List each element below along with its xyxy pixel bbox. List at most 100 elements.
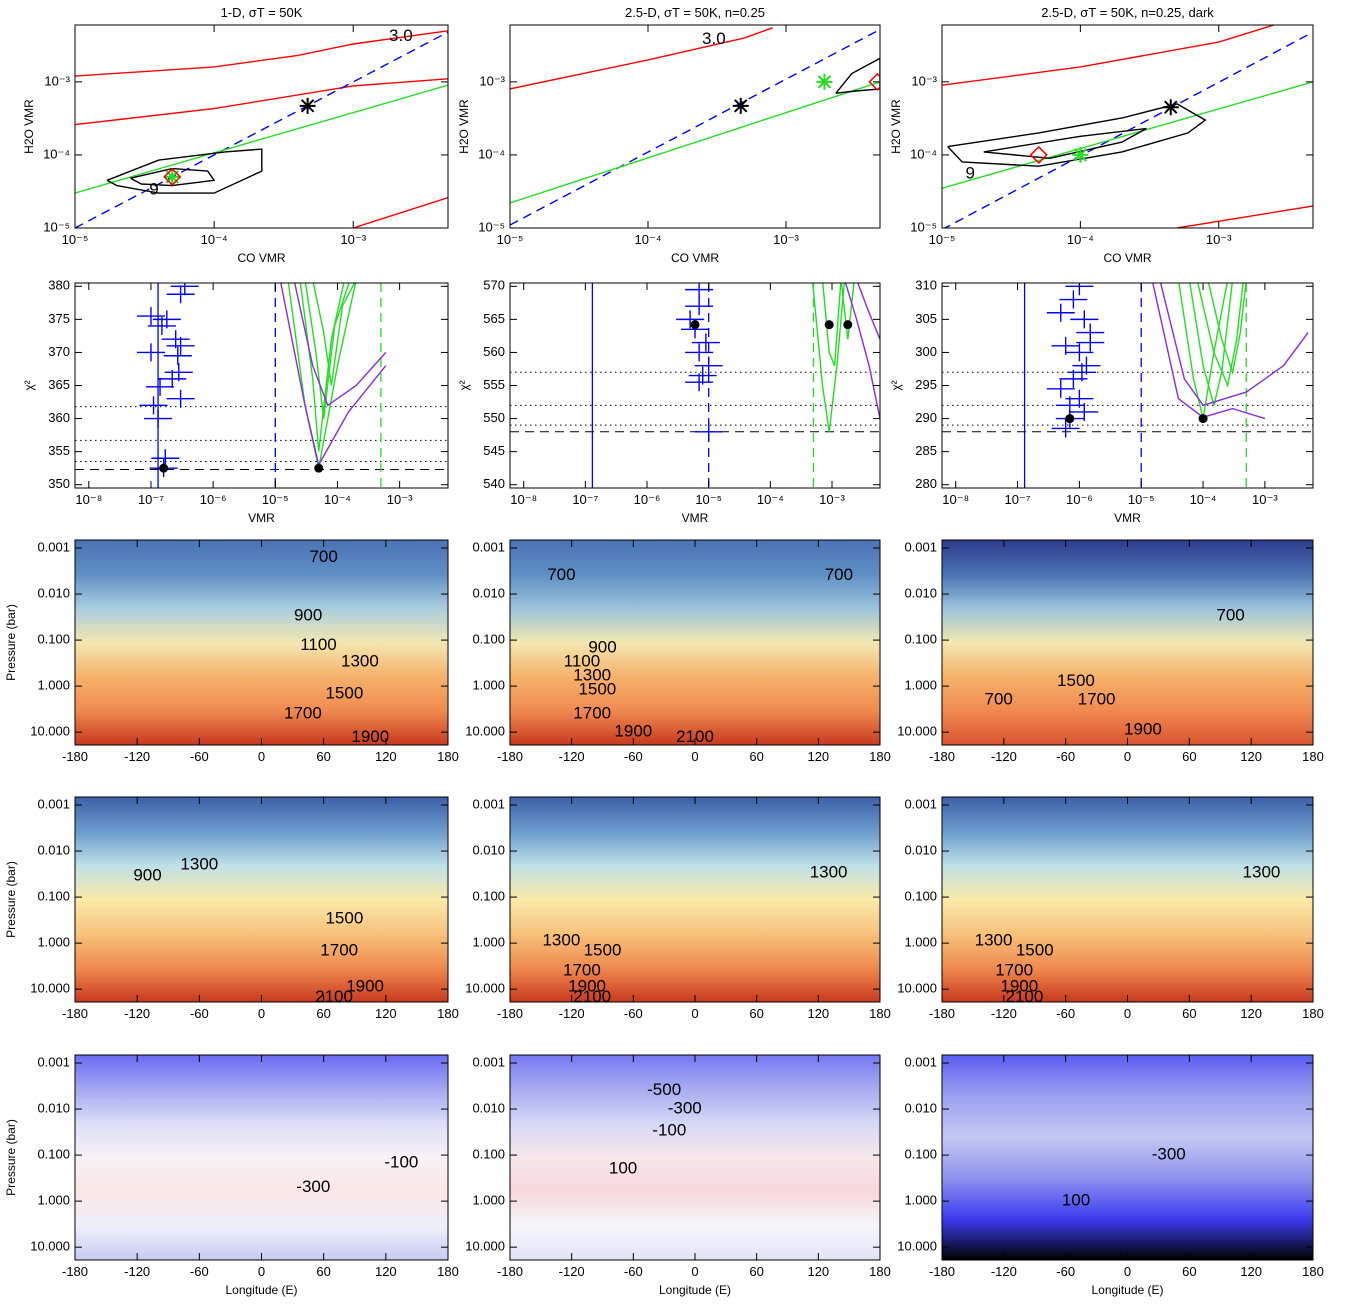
contour-label: 2100 xyxy=(573,987,611,1006)
y-tick-label: 1.000 xyxy=(37,678,70,693)
marker-asterisk xyxy=(1072,146,1089,163)
x-tick-label: 180 xyxy=(437,1006,459,1021)
series-line xyxy=(1197,283,1244,388)
contour-label: 700 xyxy=(309,547,337,566)
y-tick-label: 10⁻⁵ xyxy=(478,219,505,234)
series-line xyxy=(835,57,880,94)
y-tick-label: 0.100 xyxy=(904,1147,937,1162)
y-tick-label: 380 xyxy=(48,278,70,293)
y-tick-label: 1.000 xyxy=(472,678,505,693)
x-tick-label: 0 xyxy=(1124,1264,1131,1279)
y-tick-label: 10⁻⁵ xyxy=(910,219,937,234)
y-tick-label: 355 xyxy=(48,443,70,458)
y-tick-label: 350 xyxy=(48,476,70,491)
x-tick-label: 10⁻⁵ xyxy=(62,232,89,247)
x-tick-label: 0 xyxy=(258,1006,265,1021)
x-tick-label: 10⁻³ xyxy=(387,492,413,507)
y-tick-label: 570 xyxy=(483,278,505,293)
x-tick-label: 60 xyxy=(749,1264,763,1279)
y-tick-label: 0.010 xyxy=(904,585,937,600)
x-tick-label: 60 xyxy=(1182,1264,1196,1279)
y-tick-label: 295 xyxy=(915,377,937,392)
contour-label: 1900 xyxy=(351,727,389,746)
contour-label: 1300 xyxy=(542,931,580,950)
error-cross xyxy=(685,373,714,392)
y-axis-label: χ² xyxy=(889,380,903,390)
error-cross xyxy=(694,422,723,441)
x-tick-label: 10⁻⁵ xyxy=(262,492,289,507)
error-cross xyxy=(685,297,714,316)
error-cross xyxy=(1070,402,1099,421)
y-tick-label: 0.001 xyxy=(37,796,70,811)
x-tick-label: 180 xyxy=(1302,1264,1324,1279)
x-tick-label: 10⁻⁴ xyxy=(757,492,784,507)
y-tick-label: 375 xyxy=(48,311,70,326)
plot-area xyxy=(75,283,448,488)
x-tick-label: 10⁻⁷ xyxy=(138,492,164,507)
y-tick-label: 0.010 xyxy=(37,585,70,600)
x-tick-label: 120 xyxy=(1240,1006,1262,1021)
x-tick-label: -60 xyxy=(1056,749,1075,764)
y-tick-label: 0.001 xyxy=(472,796,505,811)
plot-area: 3.09 xyxy=(75,26,448,228)
x-tick-label: 120 xyxy=(1240,1264,1262,1279)
panel-title: 2.5-D, σT = 50K, n=0.25 xyxy=(625,5,765,20)
series-line xyxy=(510,28,880,226)
annotation: 9 xyxy=(149,180,158,199)
x-tick-label: -120 xyxy=(124,1006,150,1021)
marker-dot xyxy=(314,463,324,473)
x-tick-label: 10⁻³ xyxy=(340,232,366,247)
x-tick-label: 60 xyxy=(316,749,330,764)
x-tick-label: -180 xyxy=(62,1006,88,1021)
x-tick-label: 0 xyxy=(691,1264,698,1279)
x-tick-label: 10⁻⁸ xyxy=(510,492,537,507)
y-tick-label: 1.000 xyxy=(904,678,937,693)
x-tick-label: 60 xyxy=(1182,1006,1196,1021)
x-tick-label: 120 xyxy=(1240,749,1262,764)
series-line xyxy=(304,283,350,419)
y-tick-label: 540 xyxy=(483,476,505,491)
error-cross xyxy=(139,396,168,415)
marker-asterisk xyxy=(299,97,316,114)
y-tick-label: 0.001 xyxy=(472,539,505,554)
y-tick-label: 370 xyxy=(48,344,70,359)
x-tick-label: 10⁻³ xyxy=(773,232,799,247)
x-tick-label: -60 xyxy=(190,1264,209,1279)
contour-label: 700 xyxy=(984,689,1012,708)
x-tick-label: -180 xyxy=(497,1006,523,1021)
y-tick-label: 560 xyxy=(483,344,505,359)
contour-label: 1700 xyxy=(995,960,1033,979)
contour-label: 700 xyxy=(825,565,853,584)
marker-dot xyxy=(690,320,700,330)
series-line xyxy=(822,283,842,366)
x-tick-label: 0 xyxy=(1124,749,1131,764)
contour-label: 700 xyxy=(547,565,575,584)
contour-fill xyxy=(942,797,1313,1002)
error-cross xyxy=(676,310,705,329)
contour-fill xyxy=(510,1055,880,1260)
y-tick-label: 305 xyxy=(915,311,937,326)
x-tick-label: 10⁻⁷ xyxy=(572,492,598,507)
contour-label: 1300 xyxy=(810,862,848,881)
x-tick-label: 0 xyxy=(691,1006,698,1021)
x-tick-label: 10⁻⁶ xyxy=(1066,492,1093,507)
y-tick-label: 285 xyxy=(915,443,937,458)
y-tick-label: 565 xyxy=(483,311,505,326)
y-tick-label: 0.100 xyxy=(904,632,937,647)
x-tick-label: -180 xyxy=(929,1006,955,1021)
y-tick-label: 310 xyxy=(915,278,937,293)
marker-diamond xyxy=(1029,145,1048,164)
x-tick-label: -120 xyxy=(991,1264,1017,1279)
x-tick-label: 0 xyxy=(691,749,698,764)
y-tick-label: 10.000 xyxy=(465,981,505,996)
contour-fill xyxy=(510,797,880,1002)
error-cross xyxy=(694,356,723,375)
x-tick-label: -60 xyxy=(190,749,209,764)
y-axis-label: H2O VMR xyxy=(889,99,903,154)
plot-area: -300 100 xyxy=(942,1055,1313,1260)
x-tick-label: -60 xyxy=(1056,1264,1075,1279)
contour-label: 700 xyxy=(1216,605,1244,624)
y-axis-label: H2O VMR xyxy=(22,99,36,154)
